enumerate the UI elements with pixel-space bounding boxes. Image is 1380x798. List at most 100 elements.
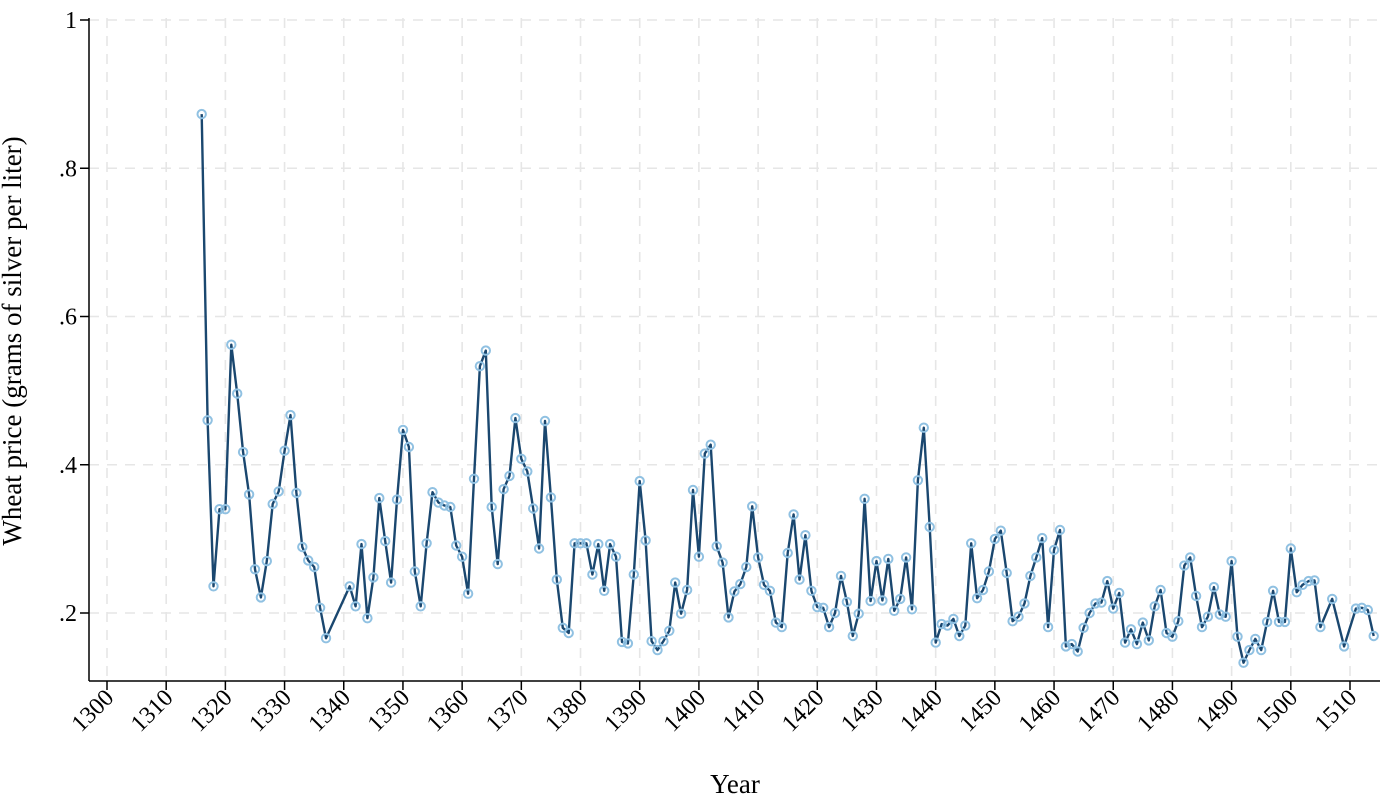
x-tick-label: 1380 — [540, 685, 592, 737]
data-point — [1031, 552, 1042, 563]
data-point — [989, 533, 1001, 545]
data-point — [853, 608, 864, 619]
data-point — [912, 475, 924, 486]
data-point — [865, 595, 876, 607]
data-point — [1267, 585, 1279, 596]
data-point — [1149, 601, 1160, 612]
axes — [88, 18, 1380, 682]
data-point — [528, 503, 539, 514]
data-point — [1244, 644, 1255, 656]
data-point — [1066, 638, 1078, 650]
data-point — [1226, 555, 1237, 567]
data-point — [1315, 621, 1326, 633]
data-point — [344, 581, 355, 592]
data-point — [1173, 616, 1184, 627]
data-point — [545, 492, 557, 503]
data-point — [480, 345, 491, 356]
data-point — [581, 538, 592, 549]
data-point — [818, 602, 829, 613]
x-tick-label: 1410 — [718, 685, 770, 737]
data-point — [681, 584, 693, 596]
x-tick-label: 1340 — [304, 685, 356, 737]
data-point — [1114, 587, 1125, 599]
data-point — [374, 492, 385, 504]
data-point — [983, 566, 995, 577]
data-point — [895, 593, 906, 605]
data-point — [1214, 609, 1226, 620]
x-tick-label: 1460 — [1014, 685, 1066, 737]
data-point — [675, 608, 687, 619]
x-tick-label: 1330 — [244, 685, 296, 737]
data-point — [1054, 524, 1066, 536]
x-tick-label: 1320 — [185, 685, 237, 737]
data-point — [249, 564, 261, 575]
data-point — [1190, 590, 1202, 602]
data-point — [1291, 587, 1302, 598]
data-point — [1060, 641, 1072, 652]
data-point — [823, 621, 835, 633]
data-point — [1131, 638, 1143, 650]
data-point — [309, 561, 320, 573]
data-point — [806, 585, 817, 596]
data-point — [705, 439, 716, 450]
data-point — [551, 574, 562, 585]
x-tick-label: 1310 — [126, 685, 178, 737]
data-point — [285, 409, 296, 421]
data-point — [356, 538, 367, 550]
data-point — [1250, 633, 1261, 645]
data-point — [1303, 575, 1314, 587]
data-point — [575, 538, 586, 549]
gridlines — [89, 18, 1380, 681]
data-point — [1356, 602, 1368, 613]
data-point — [758, 579, 770, 590]
data-point — [966, 538, 977, 549]
data-point — [741, 561, 752, 573]
data-point — [255, 592, 267, 603]
data-point — [906, 604, 918, 615]
data-point — [533, 543, 545, 554]
data-point — [835, 570, 847, 582]
data-point — [699, 448, 710, 459]
data-point — [729, 586, 740, 597]
data-point — [652, 644, 663, 656]
data-point — [829, 607, 841, 619]
data-point — [764, 585, 776, 596]
x-tick-label: 1350 — [363, 685, 415, 737]
data-point — [297, 541, 308, 553]
data-point — [1119, 637, 1131, 648]
data-point — [226, 339, 237, 350]
data-point — [380, 535, 391, 547]
data-point — [1368, 630, 1379, 642]
data-point — [1090, 598, 1101, 609]
data-point — [960, 620, 971, 631]
data-point — [1273, 616, 1285, 628]
data-point — [995, 525, 1006, 536]
data-point — [498, 484, 509, 495]
data-point — [492, 558, 503, 570]
x-axis-title: Year — [710, 769, 760, 798]
data-point — [1078, 622, 1089, 633]
data-point — [516, 453, 527, 464]
data-point — [1025, 570, 1036, 582]
x-tick-label: 1300 — [67, 685, 119, 737]
data-point — [237, 446, 249, 458]
data-point — [847, 630, 858, 642]
data-point — [456, 551, 468, 562]
data-point — [510, 412, 521, 424]
data-point — [1013, 611, 1024, 622]
data-point — [462, 588, 474, 599]
data-point — [1362, 604, 1374, 616]
data-point — [368, 572, 379, 583]
data-point — [1137, 617, 1149, 628]
data-point — [504, 470, 515, 482]
x-tick-label: 1500 — [1251, 685, 1303, 737]
data-point — [445, 501, 456, 513]
data-point — [604, 538, 616, 550]
data-point — [232, 388, 243, 399]
data-point — [243, 489, 255, 500]
data-point — [593, 538, 604, 550]
data-point — [468, 473, 480, 484]
data-point — [1279, 616, 1291, 628]
x-tick-label: 1390 — [600, 685, 652, 737]
